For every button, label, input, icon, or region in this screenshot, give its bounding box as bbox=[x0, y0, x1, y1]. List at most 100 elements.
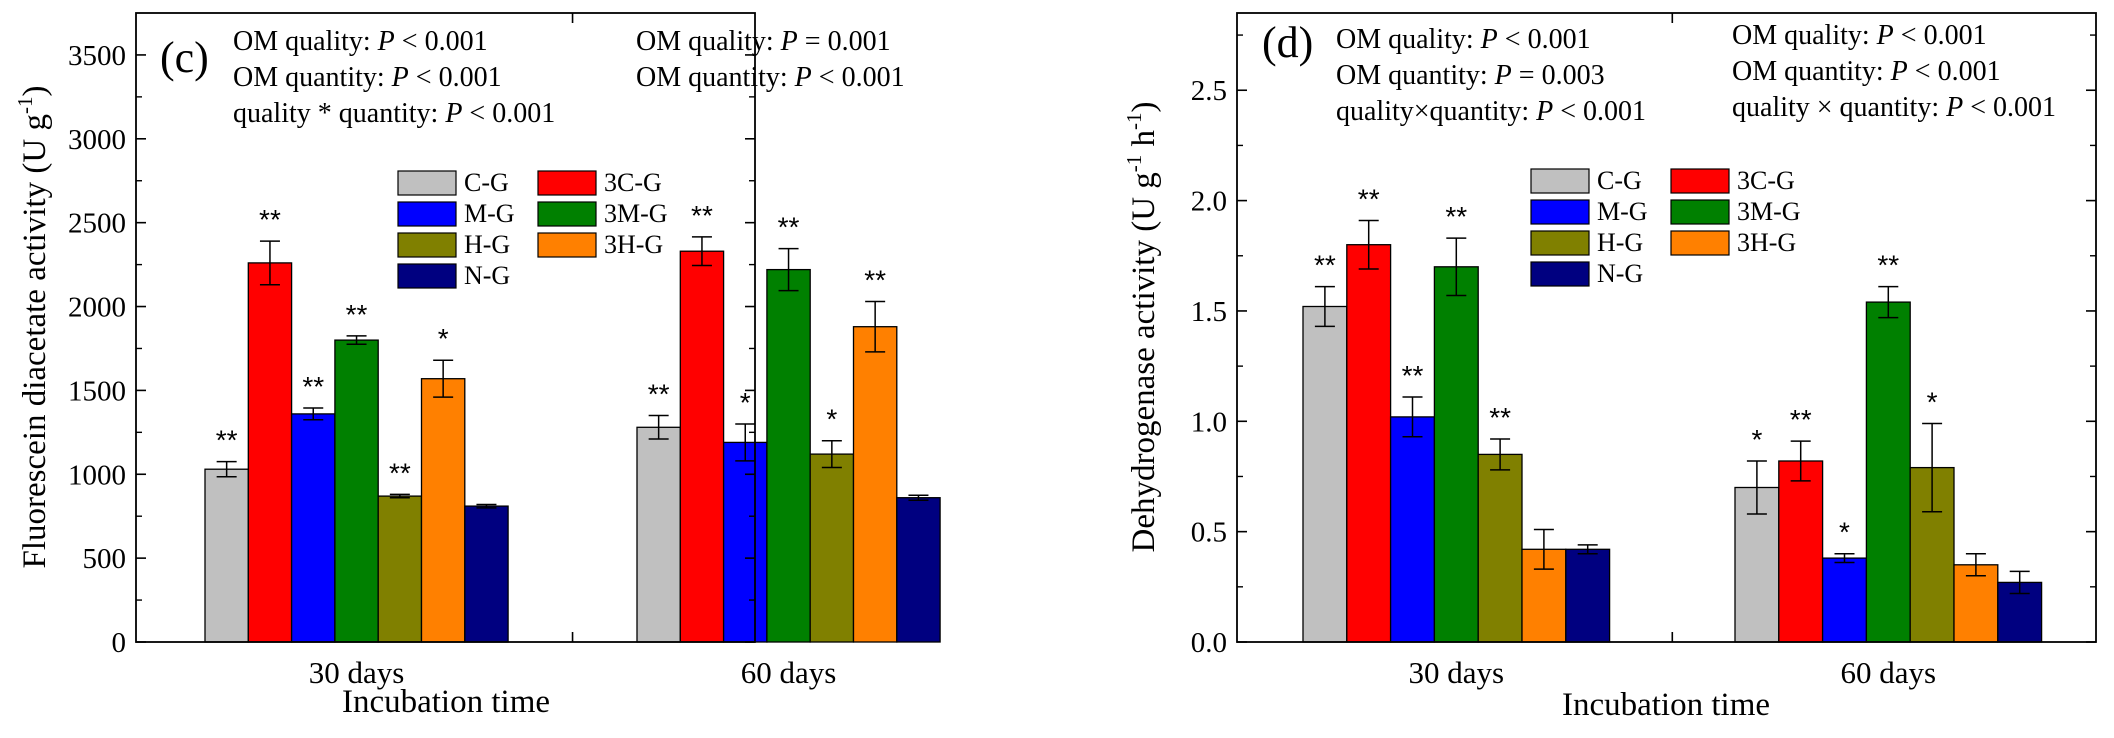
legend-label-H-G: H-G bbox=[464, 230, 510, 259]
stat-text-part: quality×quantity: bbox=[1336, 96, 1536, 127]
y-tick-label: 0 bbox=[112, 627, 127, 659]
stat-p-symbol: P bbox=[1480, 24, 1498, 55]
significance-label: ** bbox=[691, 200, 713, 231]
bar-N-G-0 bbox=[464, 505, 509, 643]
error-bar-3H-G-1 bbox=[1965, 552, 1986, 577]
error-bar-3M-G-0 bbox=[1446, 237, 1467, 297]
bar-3M-G-0 bbox=[1433, 266, 1479, 643]
stat-text-part: < 0.001 bbox=[1553, 96, 1646, 127]
y-axis-title-superscript: -1 bbox=[1122, 112, 1146, 130]
stat-text-part: OM quantity: bbox=[1336, 60, 1495, 91]
legend-swatch-3C-G bbox=[537, 170, 597, 196]
stat-p-symbol: P bbox=[1494, 60, 1512, 91]
stat-text-part: OM quality: bbox=[1732, 20, 1877, 51]
significance-label: ** bbox=[346, 299, 368, 330]
stat-text-part: = 0.001 bbox=[798, 26, 891, 57]
bar-M-G-0 bbox=[1389, 416, 1436, 643]
stat-text-part: = 0.003 bbox=[1512, 60, 1605, 91]
stat-p-symbol: P bbox=[444, 98, 462, 129]
error-bar-M-G-0 bbox=[303, 407, 324, 421]
error-bar-N-G-0 bbox=[1577, 544, 1598, 555]
stat-text-part: < 0.001 bbox=[1894, 20, 1987, 51]
significance-label: ** bbox=[259, 204, 281, 235]
error-bar-M-G-1 bbox=[735, 423, 756, 462]
y-axis-title-close: ) bbox=[17, 86, 53, 97]
bar-3C-G-0 bbox=[247, 262, 293, 643]
legend-swatch-N-G bbox=[1530, 261, 1590, 287]
legend-swatch-M-G bbox=[397, 201, 457, 227]
stat-text-part: < 0.001 bbox=[462, 98, 555, 129]
significance-label: ** bbox=[1790, 404, 1812, 435]
significance-label: ** bbox=[216, 425, 238, 456]
stat-text-part: OM quality: bbox=[233, 26, 378, 57]
bar-3C-G-1 bbox=[1778, 460, 1824, 643]
error-bar-C-G-0 bbox=[1314, 285, 1335, 328]
bar-C-G-0 bbox=[204, 468, 249, 643]
y-tick-label: 1000 bbox=[68, 459, 126, 491]
x-category-label: 30 days bbox=[1409, 655, 1505, 690]
significance-label: ** bbox=[1402, 360, 1424, 391]
legend-label-N-G: N-G bbox=[1597, 259, 1643, 288]
bar-H-G-0 bbox=[1477, 453, 1523, 643]
legend-swatch-3M-G bbox=[537, 201, 597, 227]
stat-line: quality × quantity: P < 0.001 bbox=[1732, 92, 2056, 123]
error-bar-H-G-0 bbox=[1490, 438, 1511, 471]
error-bar-3C-G-0 bbox=[259, 240, 280, 286]
significance-label: ** bbox=[1314, 250, 1336, 281]
panel-c: *********************0500100015002000250… bbox=[13, 12, 941, 720]
x-category-label: 60 days bbox=[741, 655, 837, 690]
stat-p-symbol: P bbox=[1890, 56, 1908, 87]
significance-label: * bbox=[438, 323, 449, 354]
stat-line: OM quality: P < 0.001 bbox=[1336, 24, 1591, 55]
error-bar-3M-G-0 bbox=[346, 335, 367, 346]
y-axis-title-unit: h bbox=[1126, 129, 1162, 154]
legend-swatch-H-G bbox=[397, 232, 457, 258]
y-tick-label: 3500 bbox=[68, 40, 126, 72]
significance-label: ** bbox=[1489, 402, 1511, 433]
stat-text-part: < 0.001 bbox=[409, 62, 502, 93]
significance-label: * bbox=[1839, 517, 1850, 548]
stat-p-symbol: P bbox=[794, 62, 812, 93]
stat-text-part: OM quantity: bbox=[636, 62, 795, 93]
stat-text-part: < 0.001 bbox=[395, 26, 488, 57]
error-bar-3C-G-1 bbox=[691, 236, 712, 267]
error-bar-3C-G-0 bbox=[1358, 219, 1379, 270]
significance-label: * bbox=[740, 387, 751, 418]
stat-p-symbol: P bbox=[1876, 20, 1894, 51]
x-axis-title: Incubation time bbox=[342, 684, 550, 720]
error-bar-3C-G-1 bbox=[1790, 440, 1811, 482]
stat-line: OM quantity: P < 0.001 bbox=[636, 62, 905, 93]
stat-line: OM quantity: P < 0.001 bbox=[1732, 56, 2001, 87]
plot-frame bbox=[1236, 12, 2097, 643]
stat-line: OM quality: P < 0.001 bbox=[233, 26, 488, 57]
legend-label-3H-G: 3H-G bbox=[604, 230, 663, 259]
stat-line: quality×quantity: P < 0.001 bbox=[1336, 96, 1646, 127]
legend-swatch-3C-G bbox=[1670, 168, 1730, 194]
error-bar-N-G-1 bbox=[2009, 570, 2030, 595]
bar-N-G-0 bbox=[1565, 548, 1611, 643]
legend-label-M-G: M-G bbox=[1597, 197, 1648, 226]
y-axis-title: Fluorescein diacetate activity (U g-1) bbox=[13, 86, 53, 569]
bar-N-G-1 bbox=[896, 497, 941, 643]
stat-text-part: < 0.001 bbox=[812, 62, 905, 93]
error-bar-M-G-1 bbox=[1834, 552, 1855, 564]
y-tick-label: 2.5 bbox=[1191, 75, 1227, 107]
bar-3M-G-1 bbox=[766, 268, 811, 643]
bar-3C-G-0 bbox=[1346, 244, 1392, 643]
stat-p-symbol: P bbox=[1535, 96, 1553, 127]
error-bar-C-G-0 bbox=[216, 460, 237, 478]
bar-3H-G-1 bbox=[852, 326, 898, 643]
significance-label: ** bbox=[864, 265, 886, 296]
y-tick-label: 2000 bbox=[68, 292, 126, 324]
stat-p-symbol: P bbox=[1945, 92, 1963, 123]
bar-H-G-0 bbox=[377, 495, 423, 643]
legend-swatch-3H-G bbox=[537, 232, 597, 258]
legend: C-G 3C-G M-G 3M-G H-G 3H-G N-G bbox=[397, 168, 668, 290]
stat-line: OM quality: P < 0.001 bbox=[1732, 20, 1987, 51]
error-bar-H-G-1 bbox=[821, 439, 842, 469]
stat-p-symbol: P bbox=[780, 26, 798, 57]
legend-label-3M-G: 3M-G bbox=[604, 199, 668, 228]
error-bar-N-G-0 bbox=[476, 503, 497, 509]
stat-text-part: quality * quantity: bbox=[233, 98, 445, 129]
